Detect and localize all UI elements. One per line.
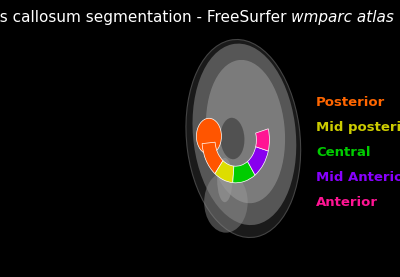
Wedge shape <box>248 147 268 175</box>
Ellipse shape <box>204 172 248 233</box>
Text: Mid posterior: Mid posterior <box>316 121 400 134</box>
Wedge shape <box>256 129 270 151</box>
Text: Posterior: Posterior <box>316 96 386 109</box>
Wedge shape <box>233 161 255 183</box>
Ellipse shape <box>196 118 222 154</box>
Text: Mid Anterior: Mid Anterior <box>316 171 400 184</box>
Text: Central: Central <box>316 146 371 159</box>
Ellipse shape <box>217 158 232 202</box>
Ellipse shape <box>192 43 296 225</box>
Wedge shape <box>215 161 234 183</box>
Text: Anterior: Anterior <box>316 196 378 209</box>
Text: wmparc atlas: wmparc atlas <box>291 10 394 25</box>
Ellipse shape <box>206 60 285 203</box>
Ellipse shape <box>186 40 301 237</box>
Ellipse shape <box>220 118 244 159</box>
Text: Corpus callosum segmentation - FreeSurfer: Corpus callosum segmentation - FreeSurfe… <box>0 10 291 25</box>
Wedge shape <box>202 142 223 174</box>
